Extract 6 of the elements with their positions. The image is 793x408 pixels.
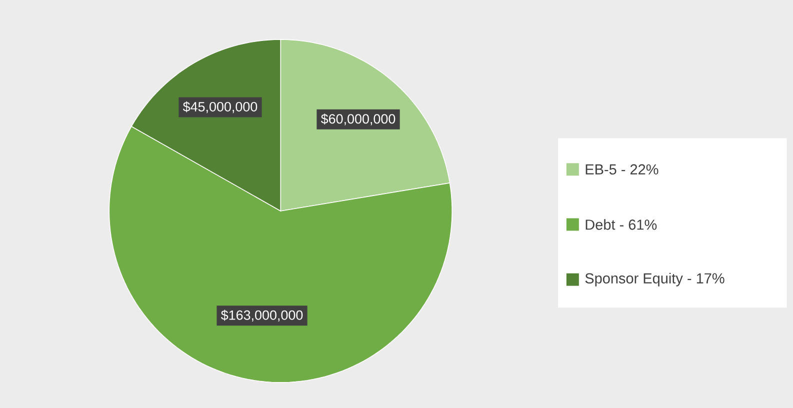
data-label: $60,000,000 (320, 113, 396, 126)
legend-label: EB-5 - 22% (586, 164, 658, 174)
legend-label: Sponsor Equity - 17% (585, 272, 724, 286)
data-label: $163,000,000 (220, 310, 303, 322)
legend-label: Debt - 61% (586, 218, 657, 230)
data-label: $45,000,000 (182, 101, 258, 113)
